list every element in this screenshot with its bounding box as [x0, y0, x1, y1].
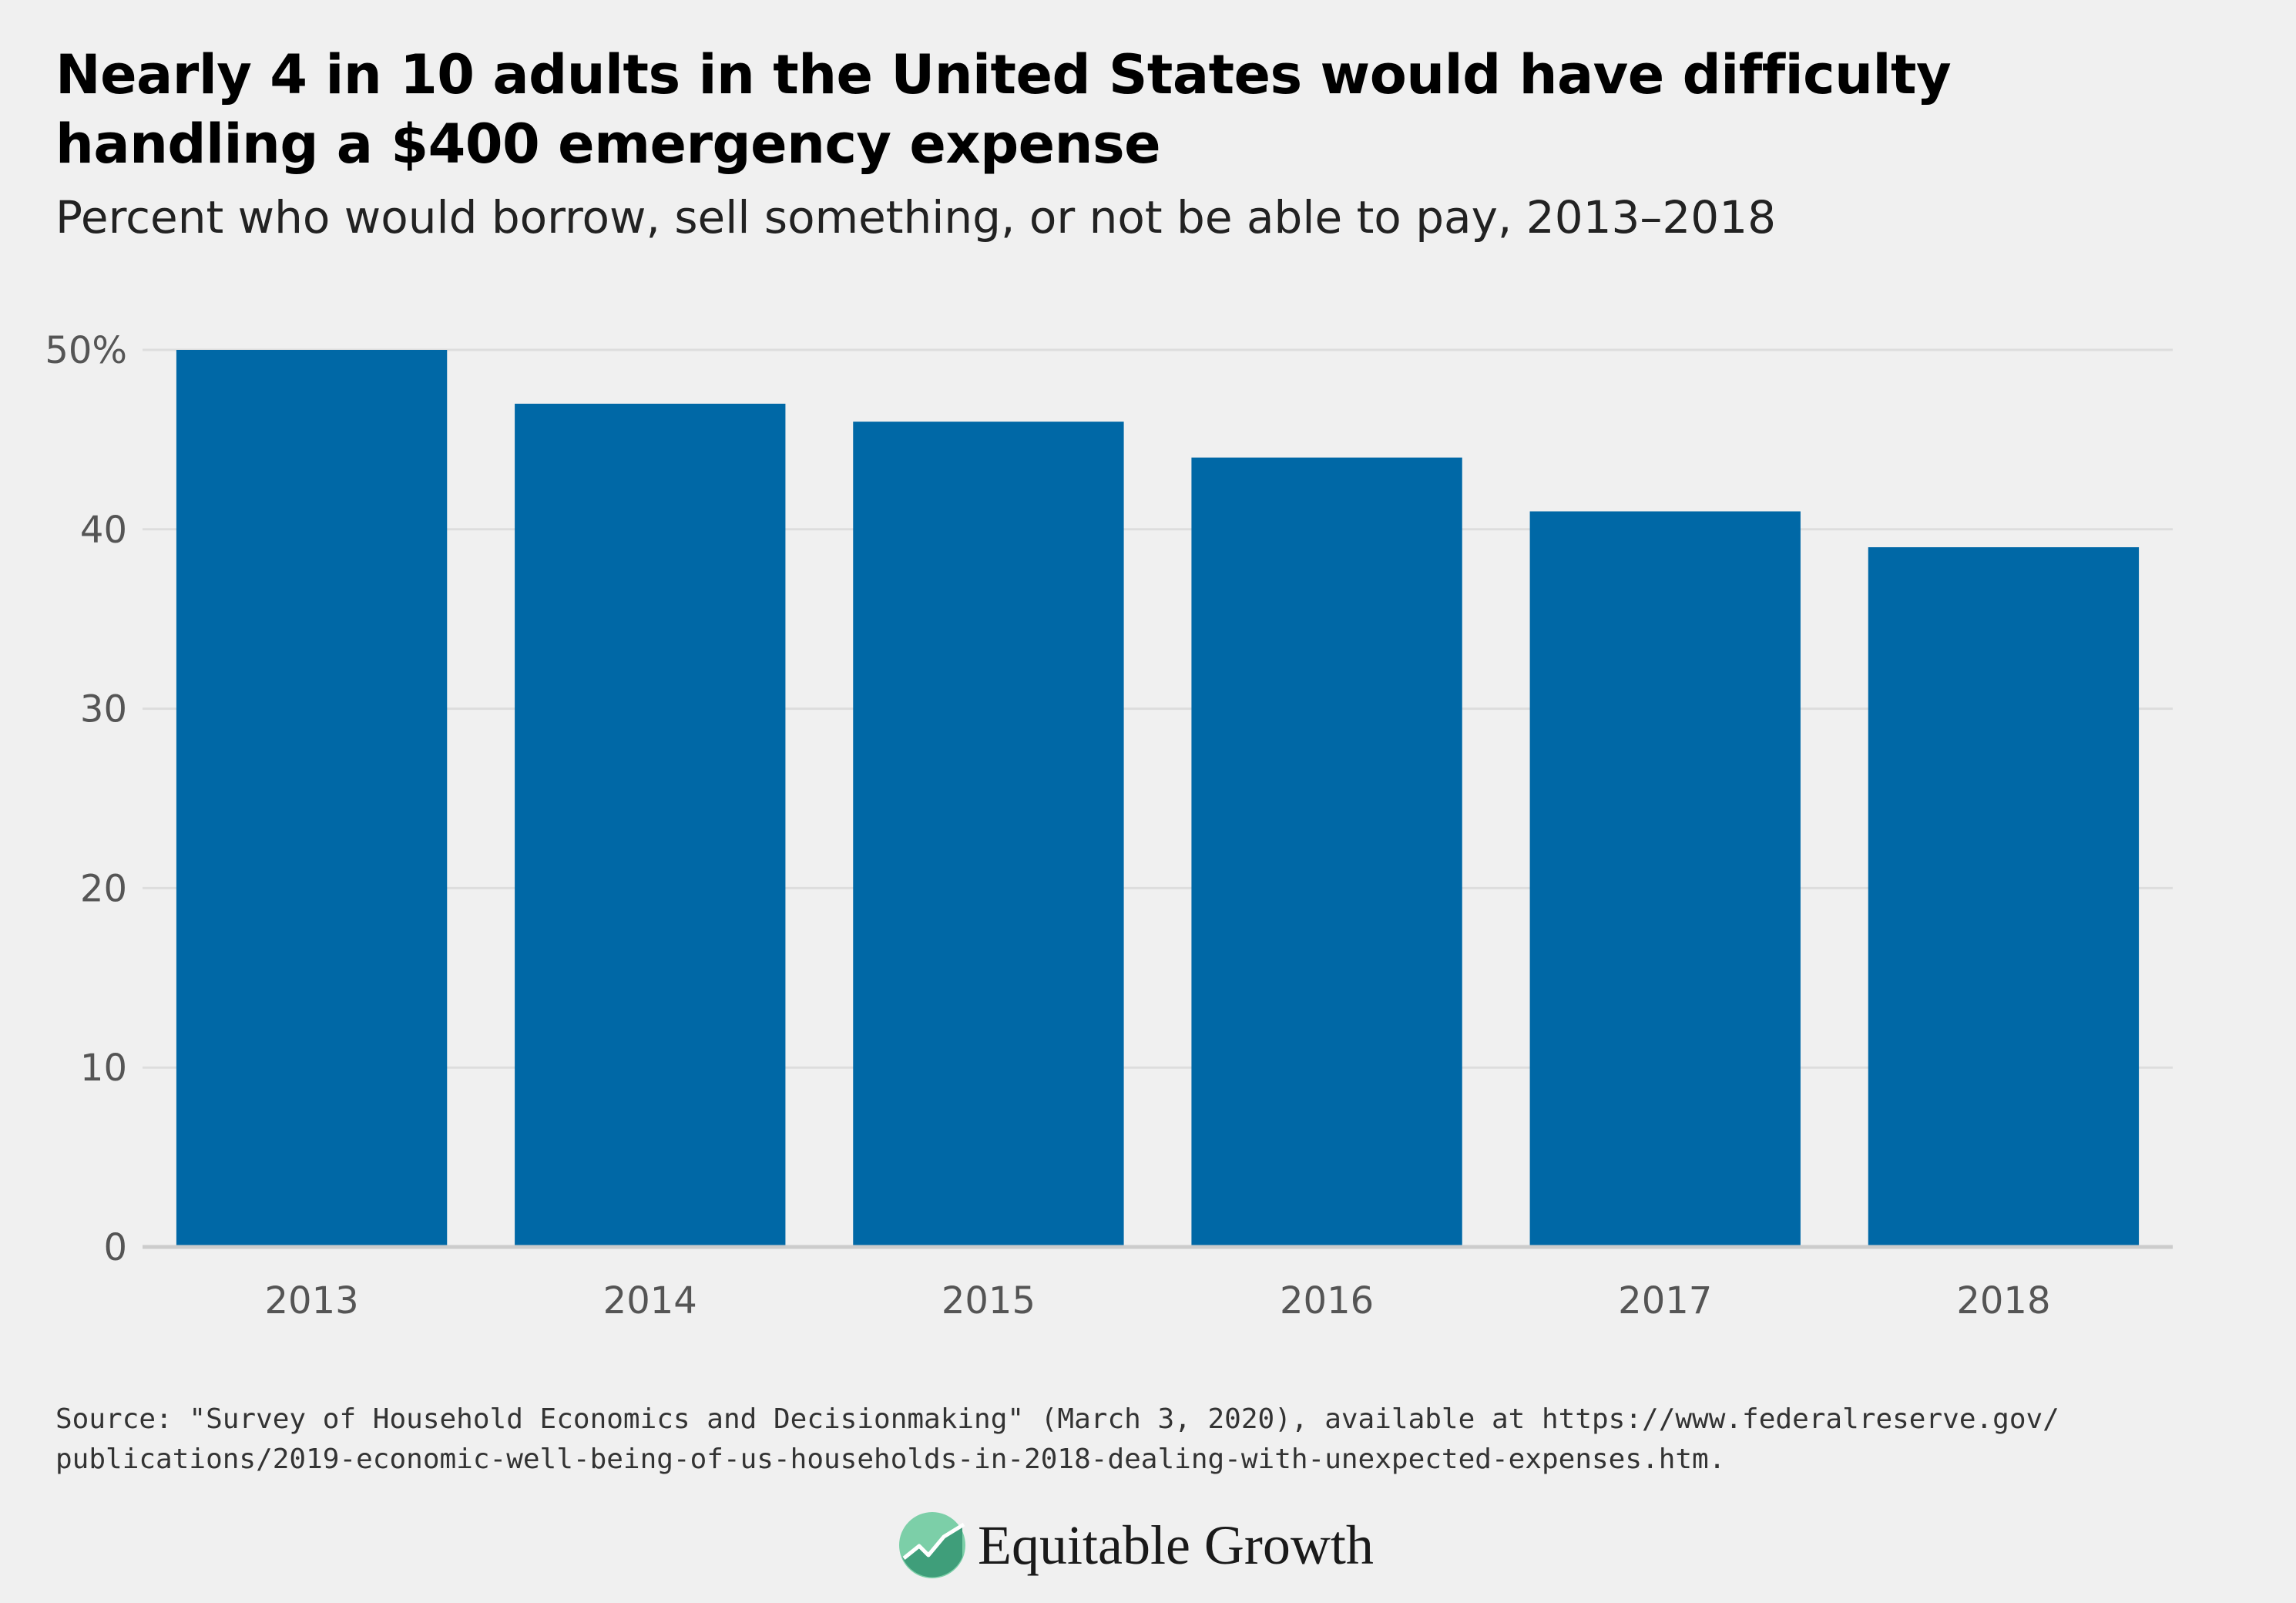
- bar-2013: [176, 350, 448, 1247]
- rising-line-chart-icon: [899, 1512, 965, 1578]
- gridlines: [143, 348, 2173, 1069]
- y-tick-label: 40: [80, 509, 127, 552]
- x-axis-ticks: 2013 2014 2015 2016 2017 2018: [265, 1279, 2051, 1322]
- chart-title: Nearly 4 in 10 adults in the United Stat…: [55, 43, 1952, 176]
- x-tick-label: 2013: [265, 1279, 359, 1322]
- x-tick-label: 2018: [1956, 1279, 2050, 1322]
- equitable-growth-logo: Equitable Growth: [898, 1511, 1374, 1580]
- logo-text: Equitable Growth: [978, 1514, 1374, 1576]
- x-tick-label: 2017: [1618, 1279, 1712, 1322]
- bar-2017: [1529, 511, 1801, 1247]
- y-axis-ticks: 0 10 20 30 40 50%: [45, 329, 127, 1269]
- x-tick-label: 2016: [1280, 1279, 1374, 1322]
- x-tick-label: 2015: [942, 1279, 1036, 1322]
- bar-2018: [1868, 547, 2140, 1247]
- y-tick-label: 10: [80, 1047, 127, 1090]
- source-line-2: publications/2019-economic-well-being-of…: [55, 1443, 1726, 1475]
- bar-2016: [1191, 457, 1462, 1248]
- y-tick-label: 0: [103, 1226, 127, 1269]
- bar-chart: 0 10 20 30 40 50% 2013 2014 2015 2016 2017 2018: [45, 329, 2173, 1322]
- chart-subtitle: Percent who would borrow, sell something…: [55, 191, 1776, 244]
- source-note: Source: "Survey of Household Economics a…: [55, 1400, 2228, 1480]
- bar-2014: [515, 403, 786, 1247]
- y-tick-label: 20: [80, 867, 127, 910]
- y-tick-label: 30: [80, 688, 127, 731]
- x-tick-label: 2014: [603, 1279, 697, 1322]
- y-tick-label: 50%: [45, 329, 127, 372]
- source-line-1: Source: "Survey of Household Economics a…: [55, 1403, 2059, 1435]
- bars: [176, 350, 2140, 1248]
- bar-2015: [853, 422, 1124, 1247]
